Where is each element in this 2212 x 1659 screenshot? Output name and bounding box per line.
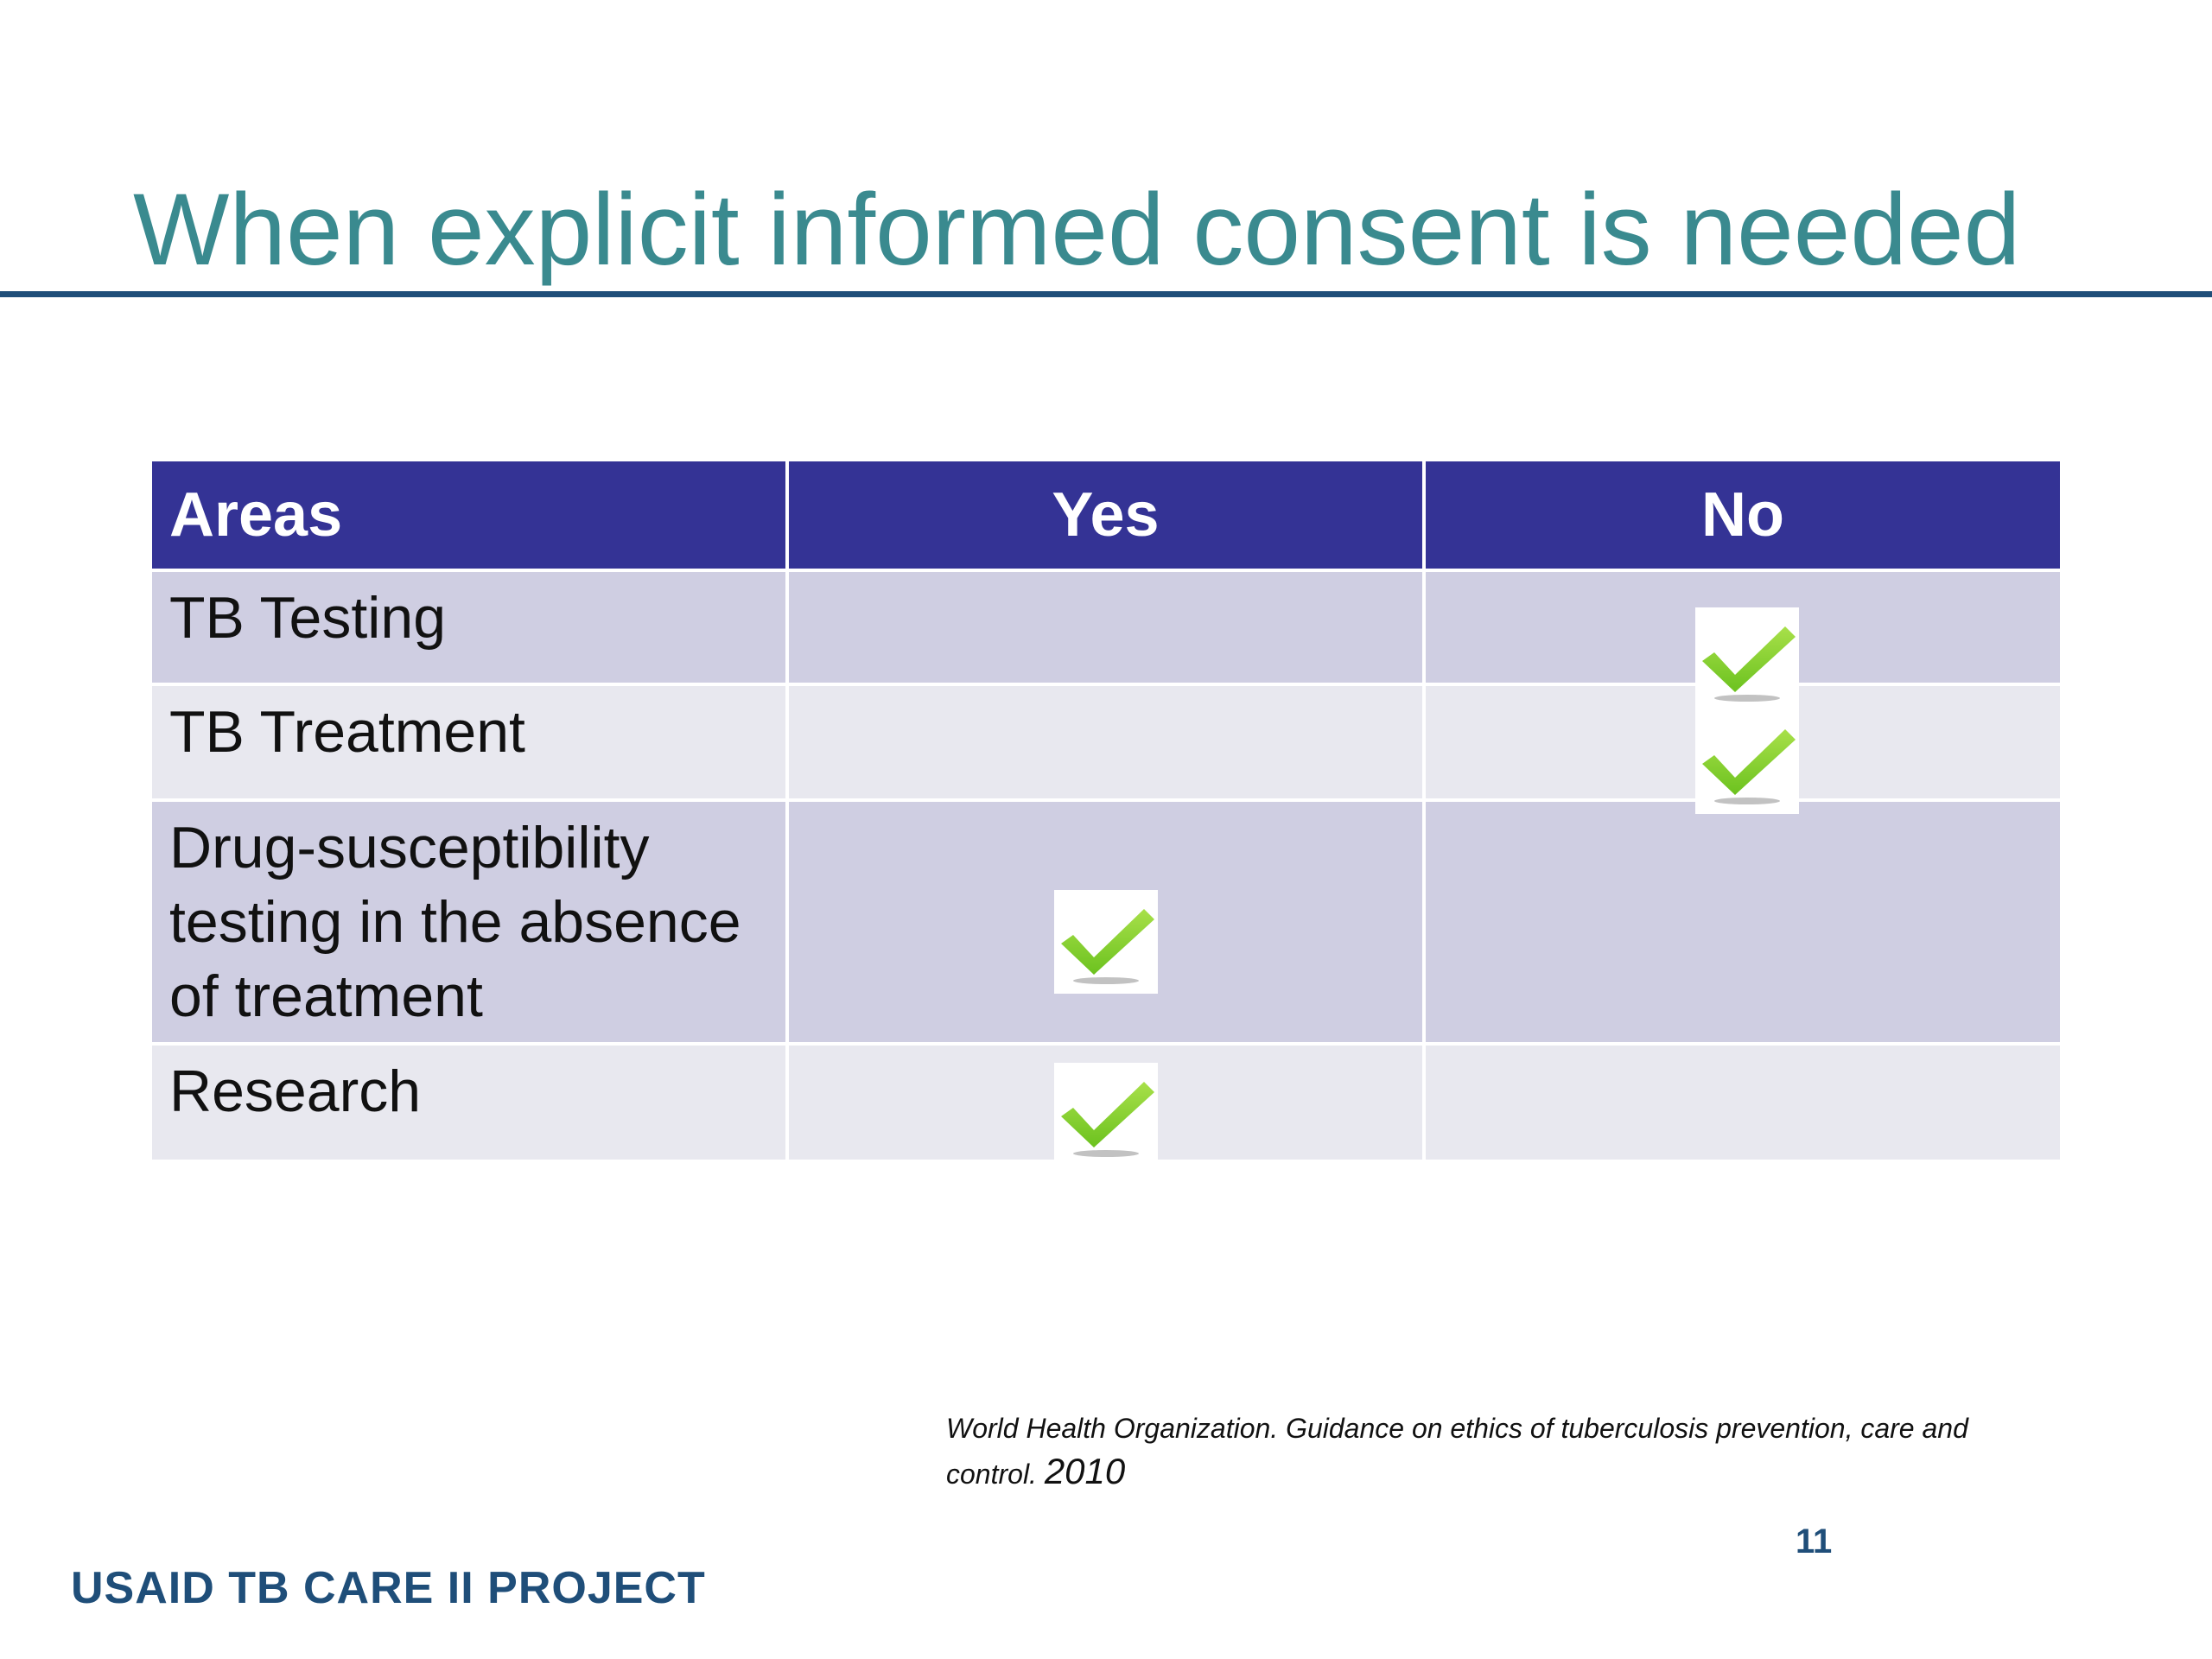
- no-cell: [1426, 1046, 2060, 1160]
- header-yes: Yes: [789, 461, 1422, 569]
- consent-table: Areas Yes No TB Testing TB Treatment Dru…: [149, 458, 2063, 1163]
- checkmark-icon: [1695, 710, 1799, 814]
- yes-cell: [789, 686, 1422, 798]
- citation: World Health Organization. Guidance on e…: [946, 1407, 2026, 1496]
- area-cell: Research: [152, 1046, 785, 1160]
- table-row: Research: [152, 1046, 2060, 1160]
- area-cell: TB Treatment: [152, 686, 785, 798]
- slide-title: When explicit informed consent is needed: [133, 173, 2021, 287]
- checkmark-icon: [1695, 607, 1799, 711]
- checkmark-icon: [1054, 890, 1158, 994]
- citation-year: 2010: [1044, 1451, 1126, 1491]
- checkmark-icon: [1054, 1063, 1158, 1166]
- header-areas: Areas: [152, 461, 785, 569]
- table-header-row: Areas Yes No: [152, 461, 2060, 569]
- citation-text: World Health Organization. Guidance on e…: [946, 1413, 1968, 1490]
- area-cell: TB Testing: [152, 572, 785, 683]
- no-cell: [1426, 802, 2060, 1042]
- title-divider: [0, 291, 2212, 297]
- footer-brand: USAID TB CARE II PROJECT: [71, 1563, 706, 1613]
- yes-cell: [789, 572, 1422, 683]
- area-cell: Drug-susceptibility testing in the absen…: [152, 802, 785, 1042]
- page-number: 11: [1796, 1522, 1833, 1560]
- header-no: No: [1426, 461, 2060, 569]
